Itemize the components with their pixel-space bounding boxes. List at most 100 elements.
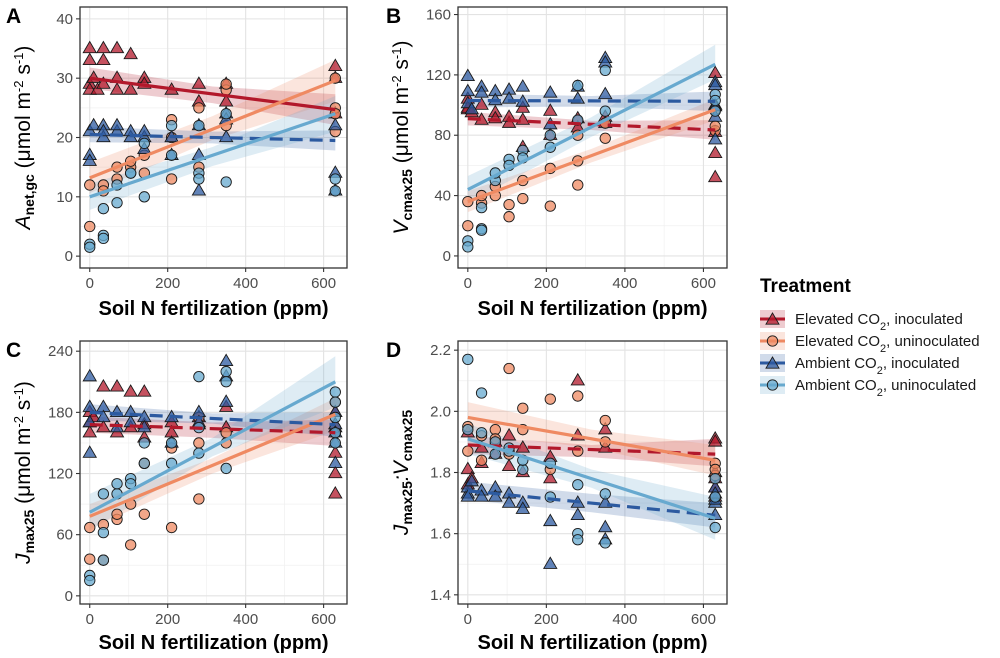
legend-title: Treatment bbox=[760, 276, 851, 297]
point-elev-uninoc bbox=[193, 493, 205, 505]
y-tick-label: 180 bbox=[48, 404, 73, 421]
legend-circle-icon bbox=[766, 335, 779, 347]
point-elev-uninoc bbox=[475, 454, 488, 466]
point-amb-uninoc bbox=[220, 376, 232, 388]
point-amb-uninoc bbox=[193, 173, 205, 185]
point-amb-uninoc bbox=[97, 526, 110, 539]
point-elev-inoc bbox=[123, 46, 138, 60]
x-axis-title: Soil N fertilization (ppm) bbox=[99, 632, 329, 654]
fit-line-elev-inoc bbox=[467, 117, 716, 132]
point-elev-uninoc bbox=[84, 220, 96, 233]
point-amb-inoc bbox=[464, 101, 480, 115]
fit-line-elev-inoc bbox=[89, 76, 336, 112]
y-tick-label: 0 bbox=[443, 248, 451, 265]
point-elev-inoc bbox=[123, 82, 138, 95]
point-elev-inoc bbox=[96, 378, 111, 392]
y-axis-title: Vcmax25 (μmol m-2 s-1) bbox=[389, 41, 415, 235]
point-elev-uninoc bbox=[111, 508, 123, 520]
fit-line-elev-uninoc bbox=[89, 412, 336, 518]
point-amb-uninoc bbox=[138, 437, 150, 449]
x-tick-label: 0 bbox=[86, 611, 94, 628]
point-elev-inoc bbox=[109, 40, 125, 54]
y-tick-label: 1.8 bbox=[430, 465, 451, 482]
point-amb-uninoc bbox=[138, 457, 150, 469]
point-amb-inoc bbox=[218, 129, 234, 143]
point-elev-uninoc bbox=[599, 414, 611, 427]
point-amb-uninoc bbox=[544, 129, 556, 141]
point-elev-inoc bbox=[707, 169, 723, 183]
y-tick-label: 2.2 bbox=[430, 342, 451, 359]
point-amb-inoc bbox=[86, 117, 101, 131]
point-amb-inoc bbox=[542, 556, 558, 569]
point-amb-inoc bbox=[597, 519, 613, 533]
y-tick-label: 30 bbox=[56, 70, 73, 87]
y-tick-label: 120 bbox=[48, 466, 73, 483]
fit-line-amb-inoc bbox=[467, 489, 716, 517]
point-elev-uninoc bbox=[572, 179, 584, 191]
point-amb-inoc bbox=[96, 409, 111, 423]
point-amb-inoc bbox=[597, 86, 613, 100]
fit-line-amb-inoc bbox=[89, 410, 336, 427]
point-elev-uninoc bbox=[462, 220, 474, 232]
point-amb-inoc bbox=[488, 489, 503, 502]
fit-line-elev-uninoc bbox=[467, 415, 716, 462]
point-amb-inoc bbox=[707, 131, 723, 145]
legend-item-elev-uninoc: Elevated CO2, uninoculated bbox=[760, 332, 980, 355]
point-amb-uninoc bbox=[220, 462, 232, 475]
point-amb-uninoc bbox=[572, 534, 584, 546]
legend-label: Ambient CO2, inoculated bbox=[795, 355, 960, 377]
point-amb-inoc bbox=[542, 85, 558, 98]
point-amb-uninoc bbox=[462, 353, 474, 365]
point-elev-uninoc bbox=[84, 553, 96, 565]
point-elev-inoc bbox=[328, 465, 343, 479]
point-elev-uninoc bbox=[503, 211, 515, 223]
point-amb-uninoc bbox=[709, 491, 721, 503]
x-tick-label: 600 bbox=[311, 275, 336, 292]
point-amb-uninoc bbox=[329, 396, 341, 408]
point-amb-uninoc bbox=[97, 488, 110, 500]
legend-triangle-icon bbox=[765, 356, 780, 369]
point-amb-uninoc bbox=[572, 79, 584, 92]
y-tick-label: 10 bbox=[56, 189, 73, 206]
x-tick-label: 200 bbox=[155, 275, 180, 292]
point-amb-uninoc bbox=[475, 202, 488, 214]
panel-border bbox=[457, 6, 728, 269]
point-elev-inoc bbox=[109, 378, 125, 392]
point-amb-uninoc bbox=[97, 203, 110, 215]
y-tick-label: 160 bbox=[426, 7, 451, 24]
x-tick-label: 200 bbox=[155, 611, 180, 628]
point-elev-inoc bbox=[542, 470, 558, 484]
panel-a: 0 200 400 600 0 10 20 30 40 Soil N fertilization … bbox=[6, 5, 348, 320]
point-elev-uninoc bbox=[462, 445, 474, 457]
y-tick-label: 40 bbox=[434, 188, 451, 205]
fit-line-elev-uninoc bbox=[467, 108, 716, 204]
point-amb-inoc bbox=[460, 489, 476, 502]
point-elev-inoc bbox=[96, 76, 111, 89]
panel-letter: B bbox=[386, 5, 401, 28]
y-tick-label: 60 bbox=[56, 527, 73, 544]
y-tick-label: 20 bbox=[56, 130, 73, 147]
point-amb-inoc bbox=[328, 117, 343, 131]
point-amb-uninoc bbox=[475, 224, 488, 236]
fit-line-amb-inoc bbox=[467, 98, 716, 103]
point-elev-inoc bbox=[137, 384, 152, 397]
point-elev-inoc bbox=[328, 58, 343, 71]
point-amb-uninoc bbox=[462, 424, 474, 436]
y-tick-label: 1.4 bbox=[430, 587, 451, 604]
point-elev-uninoc bbox=[138, 508, 150, 520]
point-elev-uninoc bbox=[125, 539, 137, 551]
point-amb-uninoc bbox=[138, 191, 150, 203]
point-elev-uninoc bbox=[572, 390, 584, 402]
fit-line-amb-uninoc bbox=[467, 62, 716, 191]
point-amb-uninoc bbox=[165, 119, 178, 132]
plot-content bbox=[82, 40, 343, 253]
point-elev-uninoc bbox=[220, 427, 232, 439]
point-elev-uninoc bbox=[517, 402, 529, 414]
y-axis-title: Jmax25 (μmol m-2 s-1) bbox=[11, 381, 37, 565]
y-tick-label: 2.0 bbox=[430, 403, 451, 420]
x-tick-label: 200 bbox=[534, 611, 559, 628]
point-elev-inoc bbox=[460, 461, 476, 475]
point-elev-inoc bbox=[474, 97, 489, 110]
x-tick-label: 600 bbox=[311, 611, 336, 628]
